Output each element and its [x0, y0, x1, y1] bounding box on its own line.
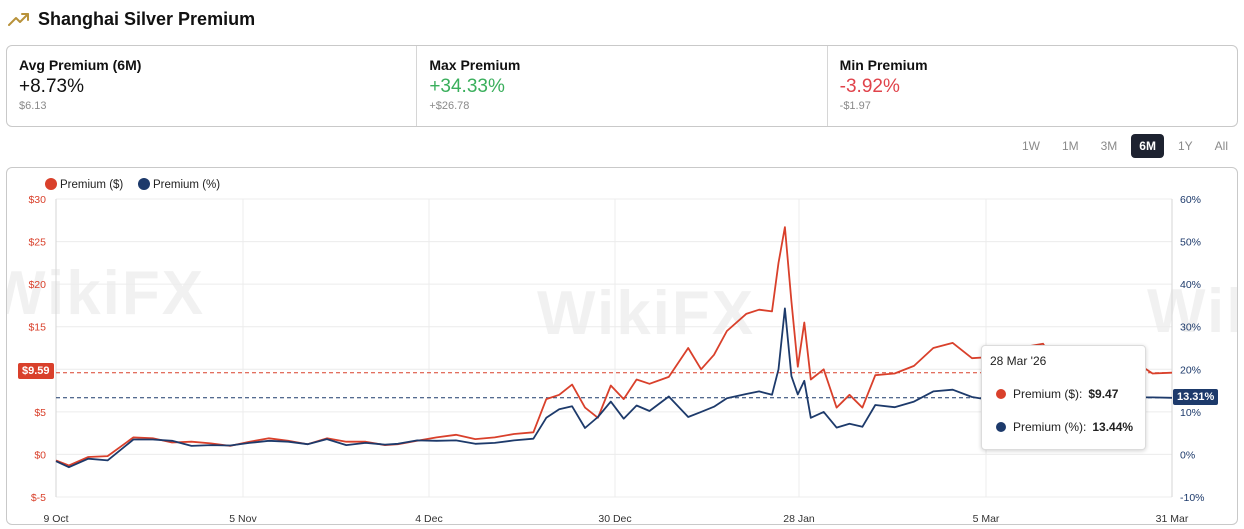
- pct-dot-icon: [996, 422, 1006, 432]
- x-tick-label: 4 Dec: [415, 513, 442, 525]
- page-header: Shanghai Silver Premium: [8, 6, 255, 32]
- range-1m-button[interactable]: 1M: [1061, 139, 1079, 153]
- tooltip-pct-label: Premium (%):: [1013, 420, 1087, 434]
- tooltip-row-pct: Premium (%): 13.44%: [990, 420, 1137, 434]
- y-right-tick-label: 40%: [1180, 279, 1201, 291]
- page-title: Shanghai Silver Premium: [38, 8, 256, 29]
- chart-plot: $-5$0$5$10$15$20$25$30-10%0%10%20%30%40%…: [28, 178, 1205, 525]
- x-tick-label: 5 Mar: [973, 513, 1000, 525]
- range-selector: 1W 1M 3M 6M 1Y All: [1014, 134, 1236, 158]
- range-6m-button[interactable]: 6M: [1131, 134, 1164, 158]
- usd-reference-flag: $9.59: [18, 363, 54, 379]
- stat-value: -3.92%: [839, 76, 900, 97]
- y-left-tick-label: $25: [28, 237, 46, 249]
- stat-label: Max Premium: [429, 57, 521, 73]
- usd-dot-icon: [996, 389, 1006, 399]
- stat-sub: $6.13: [19, 100, 47, 112]
- legend-pct-marker: [138, 178, 150, 190]
- tooltip-pct-value: 13.44%: [1092, 420, 1134, 434]
- chart-tooltip: 28 Mar '26 Premium ($): $9.47 Premium (%…: [981, 345, 1146, 450]
- y-right-tick-label: -10%: [1180, 492, 1205, 504]
- stat-max-premium: Max Premium +34.33% +$26.78: [417, 46, 828, 126]
- range-1y-button[interactable]: 1Y: [1177, 139, 1193, 153]
- y-right-tick-label: 60%: [1180, 194, 1201, 206]
- y-right-tick-label: 30%: [1180, 322, 1201, 334]
- range-all-button[interactable]: All: [1214, 139, 1228, 153]
- y-left-tick-label: $5: [34, 407, 46, 419]
- y-left-tick-label: $0: [34, 449, 46, 461]
- tooltip-usd-value: $9.47: [1088, 387, 1119, 401]
- stat-label: Avg Premium (6M): [19, 57, 142, 73]
- stats-panel: Avg Premium (6M) +8.73% $6.13 Max Premiu…: [6, 45, 1238, 127]
- stat-avg-premium: Avg Premium (6M) +8.73% $6.13: [7, 46, 418, 126]
- stat-sub: -$1.97: [839, 100, 871, 112]
- y-right-tick-label: 10%: [1180, 407, 1201, 419]
- x-tick-label: 5 Nov: [229, 513, 257, 525]
- pct-reference-flag: 13.31%: [1173, 389, 1219, 405]
- x-tick-label: 31 Mar: [1156, 513, 1189, 525]
- y-left-tick-label: $20: [28, 279, 46, 291]
- y-left-tick-label: $30: [28, 194, 46, 206]
- stat-value: +8.73%: [19, 76, 84, 97]
- stat-sub: +$26.78: [429, 100, 470, 112]
- x-tick-label: 9 Oct: [43, 513, 68, 525]
- stat-min-premium: Min Premium -3.92% -$1.97: [828, 46, 1237, 126]
- legend-usd-label: Premium ($): [60, 179, 123, 191]
- stat-value: +34.33%: [429, 76, 505, 97]
- legend-pct-label: Premium (%): [153, 179, 220, 191]
- y-left-tick-label: $15: [28, 322, 46, 334]
- tooltip-usd-label: Premium ($):: [1013, 387, 1083, 401]
- series-line-premium-usd: [55, 226, 1173, 467]
- y-right-tick-label: 50%: [1180, 237, 1201, 249]
- y-right-tick-label: 0%: [1180, 449, 1195, 461]
- tooltip-date: 28 Mar '26: [990, 354, 1047, 368]
- range-1w-button[interactable]: 1W: [1021, 139, 1040, 153]
- y-right-tick-label: 20%: [1180, 364, 1201, 376]
- x-tick-label: 30 Dec: [598, 513, 631, 525]
- series-line-premium-pct: [55, 307, 1173, 469]
- trending-up-icon: [8, 8, 30, 30]
- legend-usd-marker: [45, 178, 57, 190]
- tooltip-row-usd: Premium ($): $9.47: [990, 387, 1137, 401]
- range-3m-button[interactable]: 3M: [1100, 139, 1118, 153]
- y-left-tick-label: $-5: [31, 492, 46, 504]
- stat-label: Min Premium: [839, 57, 928, 73]
- x-tick-label: 28 Jan: [783, 513, 815, 525]
